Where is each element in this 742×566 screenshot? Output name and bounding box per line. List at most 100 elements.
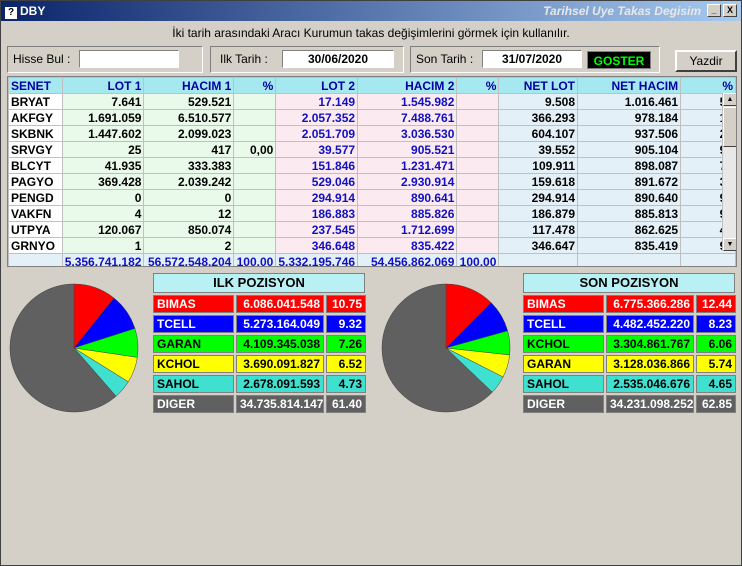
- grid-scrollbar[interactable]: ▲ ▼: [722, 93, 736, 251]
- hisse-group: [7, 46, 203, 73]
- position-value: 6.086.041.548: [236, 295, 324, 313]
- table-cell: 937.506: [577, 125, 682, 142]
- ilk-tarih-label: Ilk Tarih :: [220, 52, 268, 66]
- col-header-lot2[interactable]: LOT 2: [275, 77, 359, 94]
- position-row: SAHOL 2.678.091.593 4.73: [153, 375, 367, 393]
- table-cell: 2.039.242: [143, 173, 235, 190]
- table-cell: 17.149: [275, 93, 359, 110]
- goster-button[interactable]: GOSTER: [587, 51, 651, 69]
- table-cell: 1.231.471: [357, 157, 458, 174]
- position-percent: 6.52: [326, 355, 366, 373]
- col-header-netlot[interactable]: NET LOT: [498, 77, 579, 94]
- scroll-down-icon[interactable]: ▼: [723, 238, 736, 251]
- table-cell: 117.478: [498, 221, 579, 238]
- position-row: BIMAS 6.775.366.286 12.44: [523, 295, 737, 313]
- table-cell: 905.521: [357, 141, 458, 158]
- table-cell: 7.641: [61, 93, 145, 110]
- position-percent: 5.74: [696, 355, 736, 373]
- close-button[interactable]: X: [723, 4, 737, 17]
- table-row[interactable]: BRYAT 7.641 529.521 17.149 1.545.982 9.508 1.0…: [8, 93, 736, 110]
- table-row[interactable]: PAGYO 369.428 2.039.242 529.046 2.930.914 159…: [8, 173, 736, 190]
- table-cell: 1.016.461: [577, 93, 682, 110]
- table-cell: 4: [61, 205, 145, 222]
- table-cell: 120.067: [61, 221, 145, 238]
- col-header-senet[interactable]: SENET: [8, 77, 63, 94]
- minimize-button[interactable]: _: [707, 4, 721, 17]
- app-icon: ?: [5, 7, 17, 19]
- table-cell: [456, 157, 500, 174]
- stock-name: KCHOL: [523, 335, 604, 353]
- total-cell: 5.332.195.746: [275, 253, 359, 266]
- pie-slice-diger: [381, 283, 493, 413]
- table-row[interactable]: SRVGY 25 417 0,00 39.577 905.521 39.552 905.104…: [8, 141, 736, 158]
- stock-name: DIGER: [153, 395, 234, 413]
- totals-row: 5.356.741.182 56.572.548.204 100,00 5.332.1…: [8, 253, 736, 266]
- table-cell: 366.293: [498, 109, 579, 126]
- table-cell: [456, 237, 500, 254]
- table-row[interactable]: UTPYA 120.067 850.074 237.545 1.712.699 117.4…: [8, 221, 736, 238]
- son-tarih-input[interactable]: 31/07/2020: [482, 50, 582, 68]
- table-cell: 890.641: [357, 189, 458, 206]
- col-header-hacim2[interactable]: HACIM 2: [357, 77, 458, 94]
- col-header-hacim1[interactable]: HACIM 1: [143, 77, 235, 94]
- grid-body: BRYAT 7.641 529.521 17.149 1.545.982 9.508 1.0…: [8, 93, 736, 266]
- ilk-tarih-input[interactable]: 30/06/2020: [282, 50, 394, 68]
- table-row[interactable]: AKFGY 1.691.059 6.510.577 2.057.352 7.488.76…: [8, 109, 736, 126]
- stock-name: DIGER: [523, 395, 604, 413]
- col-header-nethacim[interactable]: NET HACIM: [577, 77, 682, 94]
- table-row[interactable]: SKBNK 1.447.602 2.099.023 2.051.709 3.036.53…: [8, 125, 736, 142]
- total-cell: 5.356.741.182: [61, 253, 145, 266]
- table-cell: 885.826: [357, 205, 458, 222]
- table-cell: 159.618: [498, 173, 579, 190]
- table-cell: 850.074: [143, 221, 235, 238]
- table-cell: [233, 109, 277, 126]
- col-header-lot1[interactable]: LOT 1: [61, 77, 145, 94]
- position-value: 6.775.366.286: [606, 295, 694, 313]
- table-cell: AKFGY: [8, 109, 63, 126]
- position-percent: 6.06: [696, 335, 736, 353]
- col-header-pct1[interactable]: %: [233, 77, 277, 94]
- table-cell: 369.428: [61, 173, 145, 190]
- son-group: [410, 46, 660, 73]
- table-cell: [233, 125, 277, 142]
- table-cell: 0: [61, 189, 145, 206]
- table-cell: 529.046: [275, 173, 359, 190]
- scroll-up-icon[interactable]: ▲: [723, 93, 736, 106]
- window-subtitle: Tarihsel Uye Takas Degisim: [543, 4, 701, 18]
- son-pozisyon-title: SON POZISYON: [523, 273, 735, 293]
- table-cell: 1.447.602: [61, 125, 145, 142]
- table-cell: 186.879: [498, 205, 579, 222]
- table-cell: 1.545.982: [357, 93, 458, 110]
- yazdir-button[interactable]: Yazdir: [675, 50, 737, 72]
- table-cell: 890.640: [577, 189, 682, 206]
- table-cell: [233, 189, 277, 206]
- table-row[interactable]: BLCYT 41.935 333.383 151.846 1.231.471 109.91…: [8, 157, 736, 174]
- position-row: TCELL 4.482.452.220 8.23: [523, 315, 737, 333]
- table-cell: [456, 141, 500, 158]
- position-value: 3.690.091.827: [236, 355, 324, 373]
- stock-name: SAHOL: [153, 375, 234, 393]
- table-cell: PAGYO: [8, 173, 63, 190]
- table-cell: 604.107: [498, 125, 579, 142]
- position-row: KCHOL 3.690.091.827 6.52: [153, 355, 367, 373]
- position-row: KCHOL 3.304.861.767 6.06: [523, 335, 737, 353]
- hisse-input[interactable]: [79, 50, 179, 68]
- scroll-thumb[interactable]: [723, 107, 736, 147]
- stock-name: GARAN: [153, 335, 234, 353]
- data-grid: SENET LOT 1 HACIM 1 % LOT 2 HACIM 2 % NE…: [7, 76, 737, 267]
- table-cell: 905.104: [577, 141, 682, 158]
- col-header-pct2[interactable]: %: [456, 77, 500, 94]
- stock-name: TCELL: [153, 315, 234, 333]
- col-header-pct3[interactable]: %: [680, 77, 736, 94]
- table-cell: 0,00: [233, 141, 277, 158]
- table-cell: 9.508: [498, 93, 579, 110]
- table-cell: 862.625: [577, 221, 682, 238]
- position-percent: 9.32: [326, 315, 366, 333]
- position-value: 34.231.098.252: [606, 395, 694, 413]
- table-cell: BRYAT: [8, 93, 63, 110]
- table-cell: PENGD: [8, 189, 63, 206]
- data-table: SENET LOT 1 HACIM 1 % LOT 2 HACIM 2 % NE…: [8, 77, 736, 266]
